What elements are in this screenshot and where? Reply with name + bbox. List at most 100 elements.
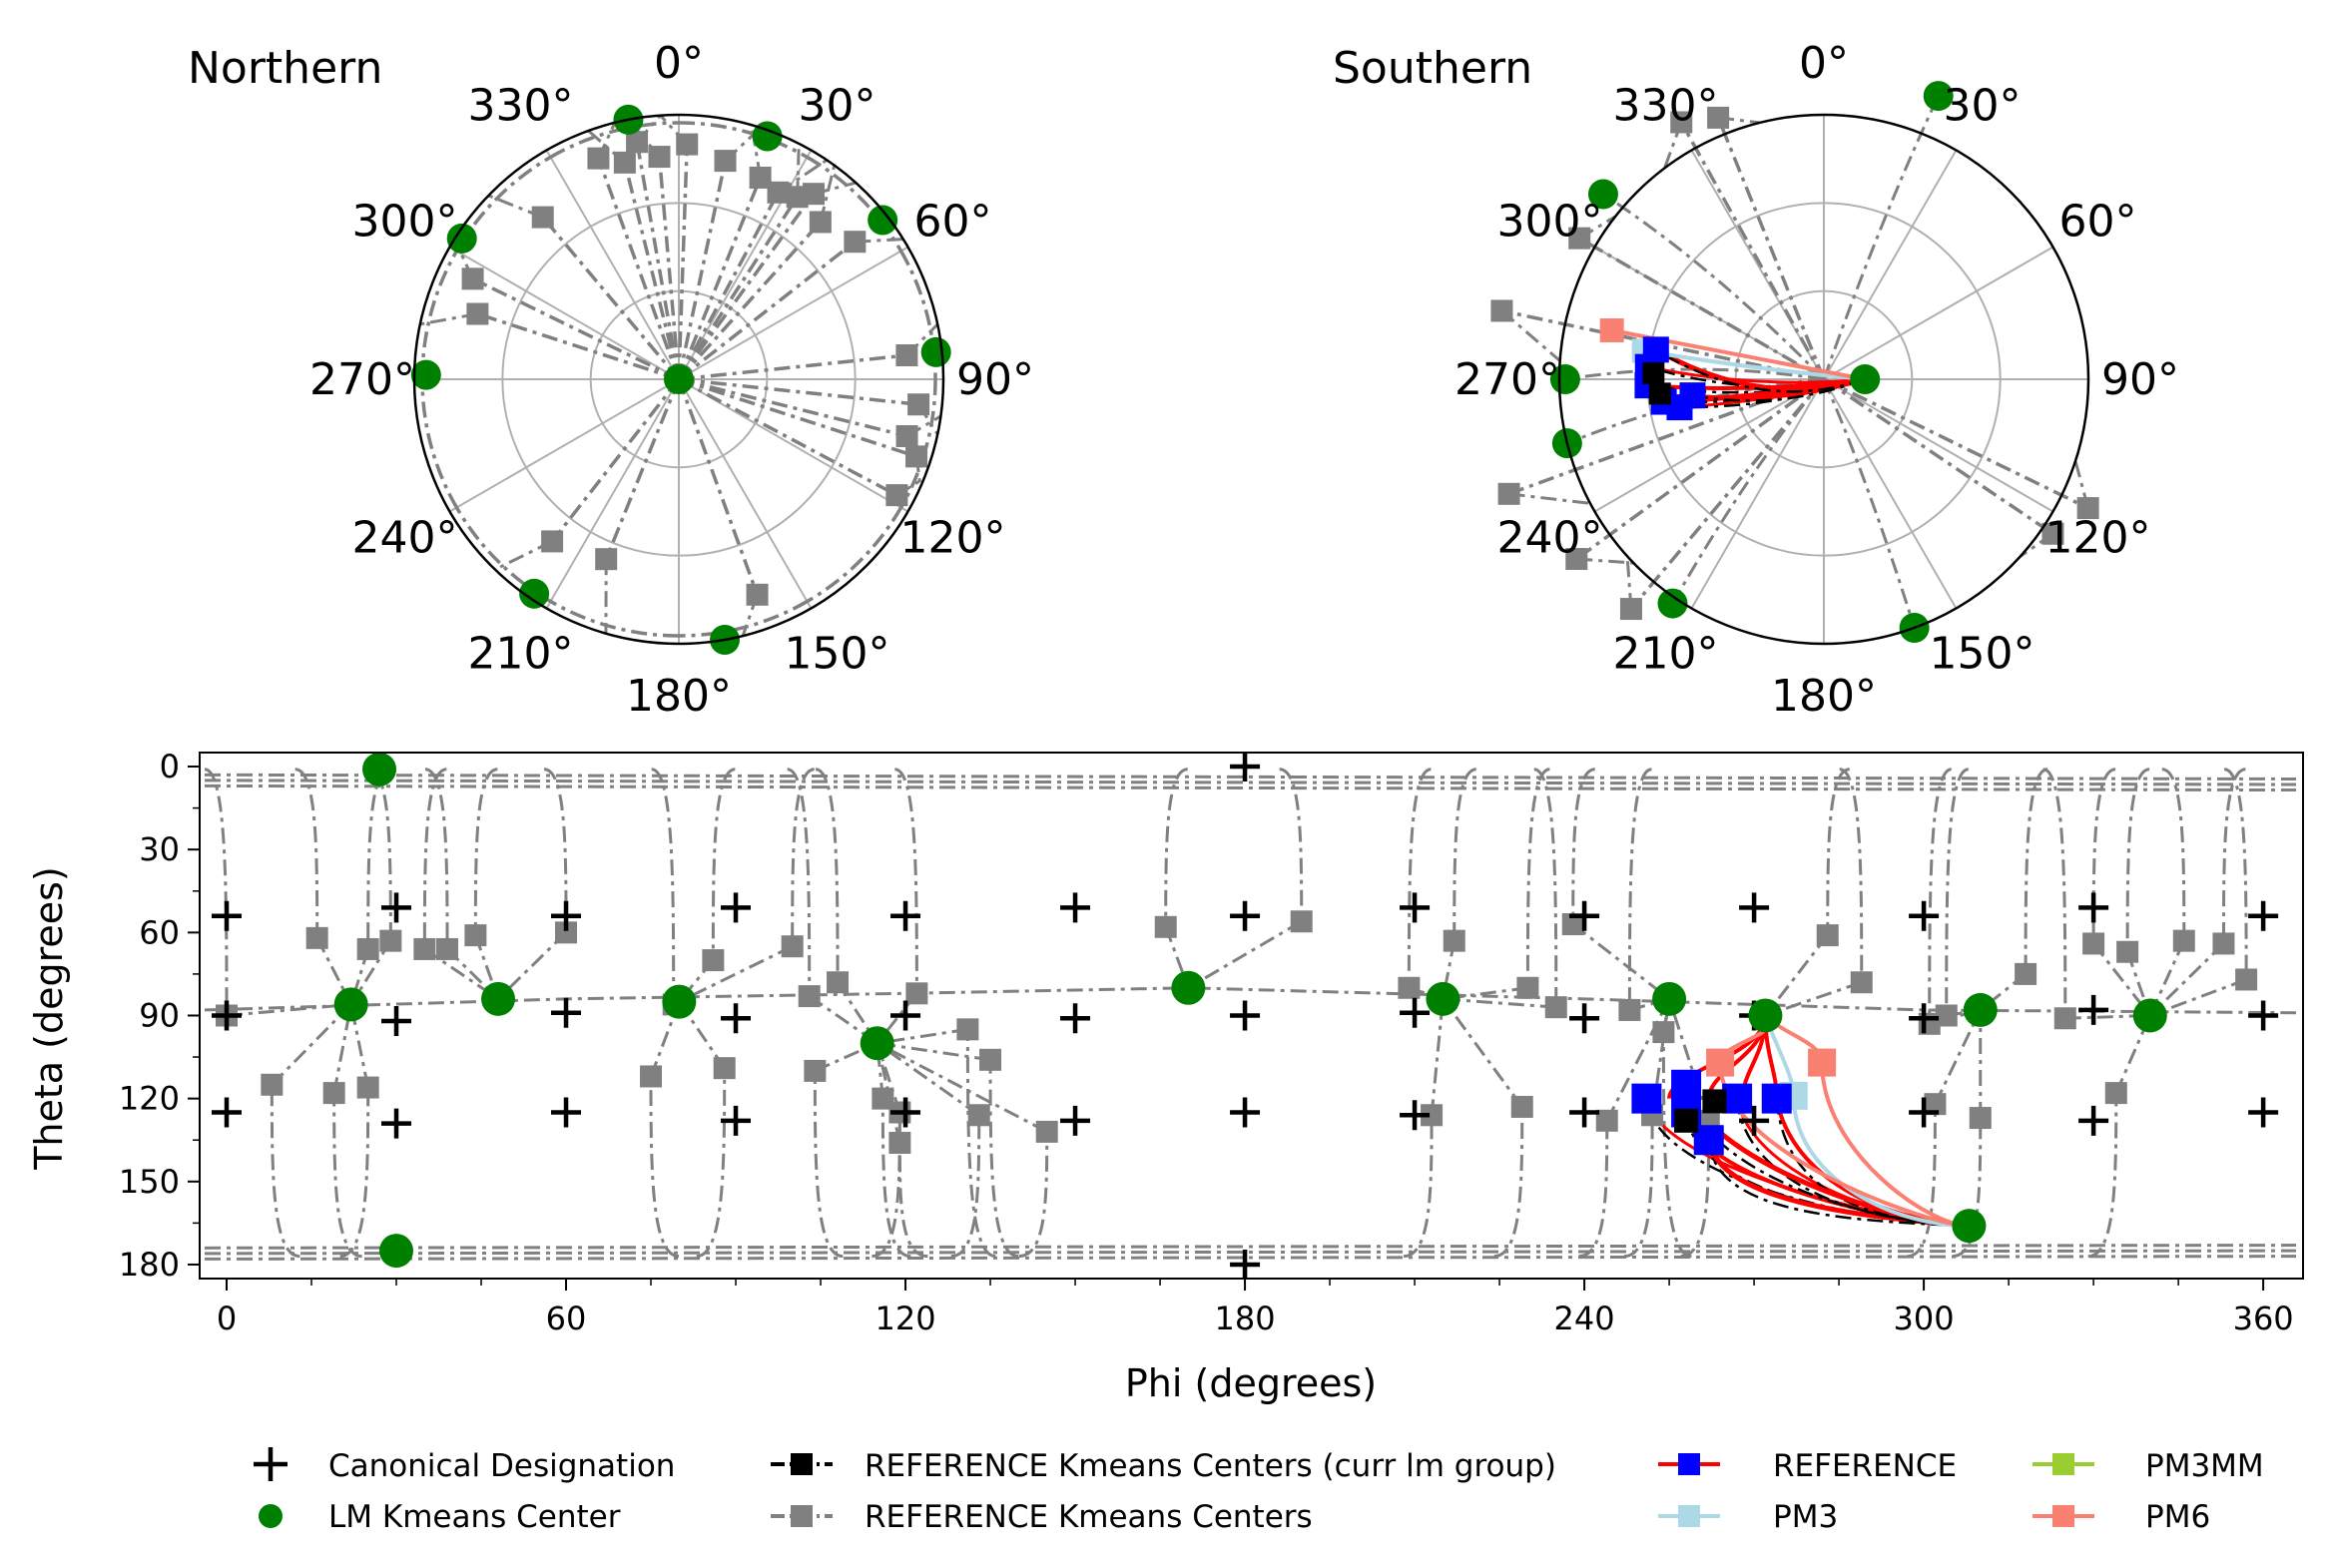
ref-kmeans-center <box>702 949 724 971</box>
ref-kmeans-center <box>1817 924 1839 946</box>
ref-kmeans-center-curr <box>1702 1089 1726 1113</box>
x-axis-label: Phi (degrees) <box>1125 1361 1377 1405</box>
northern-angle-tick-label: 330° <box>468 80 574 131</box>
ref-kmeans-center <box>956 1018 978 1040</box>
northern-ref-kmeans-center <box>587 148 609 170</box>
y-axis-label: Theta (degrees) <box>27 866 71 1171</box>
ref-kmeans-center <box>1155 916 1177 938</box>
northern-angle-tick-label: 90° <box>956 354 1034 405</box>
legend-pm3-label: PM3 <box>1773 1499 1838 1535</box>
x-tick-label: 240 <box>1554 1300 1615 1337</box>
ref-kmeans-center <box>1545 996 1567 1018</box>
northern-ref-kmeans-center <box>896 425 918 447</box>
southern-ref-kmeans-center <box>1620 598 1642 620</box>
ref-kmeans-center <box>357 938 379 960</box>
southern-reference-point <box>1643 336 1669 362</box>
northern-ref-kmeans-center <box>810 211 832 233</box>
southern-angle-tick-label: 90° <box>2101 354 2179 405</box>
ref-kmeans-center <box>1652 1021 1674 1043</box>
northern-ref-kmeans-center <box>676 134 698 156</box>
x-tick-label: 0 <box>217 1300 237 1337</box>
lm-kmeans-center <box>481 982 515 1016</box>
x-tick-label: 60 <box>546 1300 587 1337</box>
northern-angle-tick-label: 60° <box>914 197 992 248</box>
salmon-square-icon <box>2052 1505 2074 1527</box>
x-tick-label: 300 <box>1894 1300 1955 1337</box>
gray-square-icon <box>791 1505 813 1527</box>
southern-ref-kmeans-center <box>1498 483 1520 505</box>
northern-title: Northern <box>188 43 382 94</box>
lm-kmeans-center <box>1964 993 1998 1027</box>
northern-lm-center <box>664 364 694 394</box>
ref-kmeans-center <box>804 1060 826 1082</box>
northern-ref-kmeans-center <box>905 445 927 467</box>
x-tick-label: 180 <box>1215 1300 1276 1337</box>
ref-kmeans-center <box>979 1049 1001 1071</box>
y-tick-label: 180 <box>119 1246 180 1284</box>
ref-kmeans-center <box>464 924 486 946</box>
black-square-icon <box>791 1453 813 1475</box>
northern-ref-kmeans-center <box>747 584 769 606</box>
y-tick-label: 120 <box>119 1080 180 1118</box>
southern-title: Southern <box>1333 43 1532 94</box>
reference-point <box>1631 1084 1661 1114</box>
ref-kmeans-center <box>2212 932 2234 954</box>
ref-kmeans-center <box>2054 1007 2076 1029</box>
northern-ref-kmeans-center <box>462 267 484 289</box>
southern-lm-center <box>1850 364 1880 394</box>
ref-kmeans-center <box>888 1132 910 1154</box>
lm-kmeans-center <box>1171 971 1205 1005</box>
ref-kmeans-center <box>1970 1107 1992 1129</box>
ref-kmeans-center <box>905 982 927 1004</box>
y-tick-label: 90 <box>139 996 180 1034</box>
ref-kmeans-center <box>306 927 328 949</box>
pm6-point <box>1808 1049 1836 1077</box>
lm-kmeans-center <box>379 1234 413 1268</box>
legend-ref-centers-label: REFERENCE Kmeans Centers <box>865 1499 1313 1535</box>
ref-kmeans-center <box>323 1082 345 1104</box>
ref-kmeans-center <box>827 971 849 993</box>
x-tick-label: 360 <box>2233 1300 2294 1337</box>
legend-ref-curr: REFERENCE Kmeans Centers (curr lm group) <box>771 1448 1556 1484</box>
northern-ref-kmeans-center <box>885 484 907 506</box>
northern-angle-tick-label: 210° <box>468 629 574 680</box>
lightblue-square-icon <box>1678 1505 1700 1527</box>
southern-ref-kmeans-center <box>1490 299 1512 321</box>
southern-angle-tick-label: 30° <box>1944 80 2022 131</box>
southern-angle-tick-label: 120° <box>2045 513 2151 564</box>
northern-ref-kmeans-center <box>532 207 554 229</box>
northern-angle-tick-label: 30° <box>799 80 876 131</box>
southern-angle-tick-label: 60° <box>2059 197 2137 248</box>
ref-kmeans-center <box>436 938 458 960</box>
reference-point <box>1694 1125 1724 1155</box>
lm-kmeans-center <box>861 1026 894 1060</box>
northern-ref-kmeans-center <box>907 393 929 415</box>
lm-kmeans-center <box>362 753 396 786</box>
ref-kmeans-center <box>2105 1082 2127 1104</box>
green-dot-icon <box>259 1504 283 1528</box>
northern-lm-center <box>921 337 951 367</box>
ref-kmeans-center-curr <box>1674 1109 1698 1133</box>
legend-ref-curr-label: REFERENCE Kmeans Centers (curr lm group) <box>865 1448 1556 1484</box>
ref-kmeans-center <box>2082 932 2104 954</box>
ref-kmeans-center <box>1851 971 1873 993</box>
ref-kmeans-center <box>1036 1121 1058 1143</box>
legend-canonical-label: Canonical Designation <box>328 1448 675 1484</box>
northern-angle-tick-label: 180° <box>626 671 732 722</box>
ref-kmeans-center <box>1618 999 1640 1021</box>
northern-ref-kmeans-center <box>768 182 790 204</box>
pm6-point <box>1706 1049 1734 1077</box>
southern-angle-tick-label: 330° <box>1613 80 1719 131</box>
northern-angle-tick-label: 0° <box>654 38 704 89</box>
ref-kmeans-center <box>1444 930 1465 952</box>
lm-kmeans-center <box>662 985 696 1019</box>
lm-kmeans-center <box>1952 1209 1986 1243</box>
ref-kmeans-center <box>2173 930 2195 952</box>
southern-angle-tick-label: 0° <box>1799 38 1849 89</box>
northern-angle-tick-label: 120° <box>900 513 1006 564</box>
northern-angle-tick-label: 270° <box>309 354 415 405</box>
northern-angle-tick-label: 300° <box>351 197 457 248</box>
northern-ref-kmeans-center <box>803 183 825 205</box>
ref-kmeans-center <box>2235 968 2257 990</box>
ref-kmeans-center <box>1511 1096 1533 1118</box>
